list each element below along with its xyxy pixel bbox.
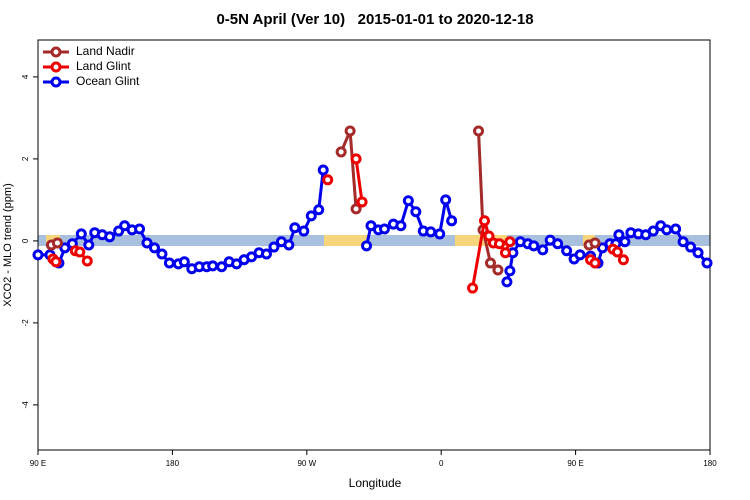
y-tick-label: -4 bbox=[21, 401, 30, 409]
data-point bbox=[344, 125, 356, 137]
legend-marker bbox=[50, 76, 62, 88]
data-point bbox=[51, 237, 63, 249]
data-point bbox=[501, 276, 513, 288]
x-tick-label: 0 bbox=[439, 459, 444, 468]
data-point bbox=[178, 256, 190, 268]
data-point bbox=[589, 237, 601, 249]
data-point bbox=[492, 264, 504, 276]
legend-marker bbox=[50, 46, 62, 58]
data-point bbox=[493, 238, 505, 250]
data-point bbox=[75, 228, 87, 240]
plot-frame bbox=[37, 39, 711, 451]
legend-label: Land Nadir bbox=[76, 44, 135, 58]
data-point bbox=[504, 236, 516, 248]
y-tick-label: 4 bbox=[21, 74, 30, 79]
y-tick-label: -2 bbox=[21, 319, 30, 327]
data-point bbox=[484, 257, 496, 269]
data-point bbox=[350, 153, 362, 165]
data-point bbox=[410, 206, 422, 218]
x-tick-label: 90 W bbox=[297, 459, 316, 468]
data-point bbox=[74, 246, 86, 258]
data-point bbox=[148, 242, 160, 254]
land-band bbox=[324, 235, 368, 246]
data-point bbox=[619, 236, 631, 248]
data-point bbox=[613, 229, 625, 241]
data-point bbox=[589, 257, 601, 269]
x-tick-label: 90 E bbox=[567, 459, 583, 468]
data-point bbox=[395, 220, 407, 232]
data-point bbox=[156, 248, 168, 260]
data-point bbox=[260, 248, 272, 260]
data-point bbox=[322, 174, 334, 186]
data-point bbox=[561, 245, 573, 257]
ocean-band bbox=[38, 235, 710, 246]
data-point bbox=[283, 239, 295, 251]
x-axis-label: Longitude bbox=[349, 476, 402, 490]
data-point bbox=[350, 203, 362, 215]
data-point bbox=[81, 255, 93, 267]
data-point bbox=[163, 257, 175, 269]
data-point bbox=[670, 223, 682, 235]
data-point bbox=[611, 246, 623, 258]
data-point bbox=[677, 236, 689, 248]
data-point bbox=[647, 225, 659, 237]
data-point bbox=[134, 223, 146, 235]
data-point bbox=[537, 244, 549, 256]
data-point bbox=[50, 256, 62, 268]
data-point bbox=[440, 194, 452, 206]
data-point bbox=[446, 215, 458, 227]
data-point bbox=[499, 247, 511, 259]
data-point bbox=[434, 228, 446, 240]
data-point bbox=[574, 249, 586, 261]
data-point bbox=[617, 254, 629, 266]
data-point bbox=[335, 146, 347, 158]
data-point bbox=[661, 224, 673, 236]
y-axis-label: XCO2 - MLO trend (ppm) bbox=[2, 183, 14, 306]
data-point bbox=[692, 247, 704, 259]
y-tick-label: 2 bbox=[21, 156, 30, 161]
data-point bbox=[289, 222, 301, 234]
x-tick-label: 180 bbox=[166, 459, 180, 468]
data-point bbox=[504, 265, 516, 277]
data-point bbox=[528, 240, 540, 252]
data-point bbox=[313, 204, 325, 216]
data-point bbox=[32, 249, 44, 261]
data-point bbox=[207, 260, 219, 272]
data-point bbox=[402, 195, 414, 207]
data-point bbox=[479, 215, 491, 227]
data-point bbox=[268, 241, 280, 253]
legend-label: Land Glint bbox=[76, 59, 131, 73]
data-point bbox=[298, 225, 310, 237]
data-point bbox=[216, 261, 228, 273]
data-point bbox=[552, 238, 564, 250]
data-point bbox=[701, 257, 713, 269]
y-tick-label: 0 bbox=[21, 238, 30, 243]
data-point bbox=[83, 239, 95, 251]
legend-label: Ocean Glint bbox=[76, 74, 140, 88]
data-point bbox=[104, 231, 116, 243]
series-line bbox=[51, 158, 625, 289]
data-point bbox=[473, 125, 485, 137]
data-point bbox=[467, 282, 479, 294]
data-point bbox=[141, 237, 153, 249]
data-point bbox=[685, 241, 697, 253]
chart-title: 0-5N April (Ver 10) 2015-01-01 to 2020-1… bbox=[216, 11, 533, 28]
data-point bbox=[317, 164, 329, 176]
data-point bbox=[305, 210, 317, 222]
data-point bbox=[425, 226, 437, 238]
x-tick-label: 180 bbox=[703, 459, 717, 468]
data-point bbox=[356, 196, 368, 208]
data-point bbox=[378, 223, 390, 235]
legend-marker bbox=[50, 61, 62, 73]
data-point bbox=[361, 240, 373, 252]
x-tick-label: 90 E bbox=[30, 459, 46, 468]
